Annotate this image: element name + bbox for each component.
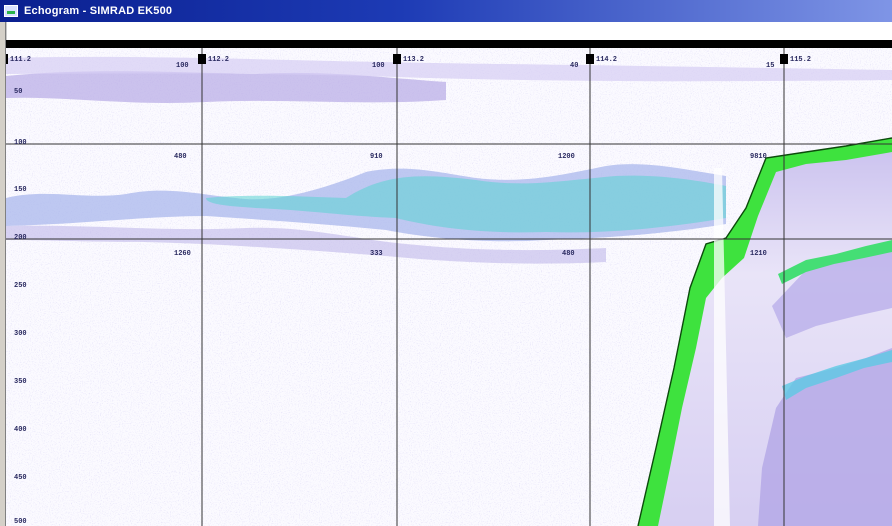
ping-marker-icon[interactable] (393, 54, 401, 64)
echogram-plot (6, 48, 892, 526)
window-titlebar[interactable]: Echogram - SIMRAD EK500 (0, 0, 892, 22)
window-toolbar-strip (6, 22, 892, 40)
seabed-bottom-echo (638, 138, 892, 526)
ping-value: 100 (176, 62, 189, 70)
depth-label: 200 (14, 234, 27, 242)
grid-cell-value: 480 (174, 153, 187, 161)
seabed-inner-echo (772, 248, 892, 338)
deep-scattering-layer-core (206, 175, 726, 233)
grid-cell-value: 480 (562, 250, 575, 258)
seabed-tertiary-echo (782, 350, 892, 400)
echogram-canvas[interactable]: 111.2 112.2 113.2 114.2 115.2 100 100 40… (6, 48, 892, 526)
grid-cell-value: 1260 (174, 250, 191, 258)
depth-label: 100 (14, 139, 27, 147)
ping-value: 100 (372, 62, 385, 70)
deep-scattering-layer-fringe (6, 225, 606, 264)
ping-label: 113.2 (403, 56, 425, 64)
surface-scattering-layer (6, 71, 446, 103)
window-left-border (0, 22, 6, 526)
depth-label: 50 (14, 88, 23, 96)
echogram-app-icon (4, 5, 18, 17)
ping-marker-icon[interactable] (780, 54, 788, 64)
ping-marker-icon[interactable] (586, 54, 594, 64)
ping-label: 111.2 (10, 56, 32, 64)
ping-marker-icon[interactable] (6, 54, 8, 64)
grid-cell-value: 9810 (750, 153, 767, 161)
ping-scale-bar (6, 40, 892, 48)
surface-scattering-layer-upper (6, 56, 892, 82)
seabed-shadow-streak (714, 168, 730, 526)
ping-label: 112.2 (208, 56, 230, 64)
ping-value: 15 (766, 62, 775, 70)
grid-cell-value: 1200 (558, 153, 575, 161)
depth-label: 300 (14, 330, 27, 338)
ping-marker-icon[interactable] (198, 54, 206, 64)
grid-cell-value: 1210 (750, 250, 767, 258)
ping-label: 115.2 (790, 56, 812, 64)
seabed-secondary-echo (778, 240, 892, 284)
depth-label: 350 (14, 378, 27, 386)
depth-label: 400 (14, 426, 27, 434)
ping-label: 114.2 (596, 56, 618, 64)
ping-value: 40 (570, 62, 579, 70)
depth-label: 150 (14, 186, 27, 194)
seabed-bottom-line (637, 137, 892, 526)
window-title: Echogram - SIMRAD EK500 (24, 5, 173, 17)
grid-cell-value: 333 (370, 250, 383, 258)
depth-label: 450 (14, 474, 27, 482)
depth-label: 250 (14, 282, 27, 290)
echogram-grid (6, 48, 892, 526)
grid-cell-value: 910 (370, 153, 383, 161)
depth-label: 500 (14, 518, 27, 526)
